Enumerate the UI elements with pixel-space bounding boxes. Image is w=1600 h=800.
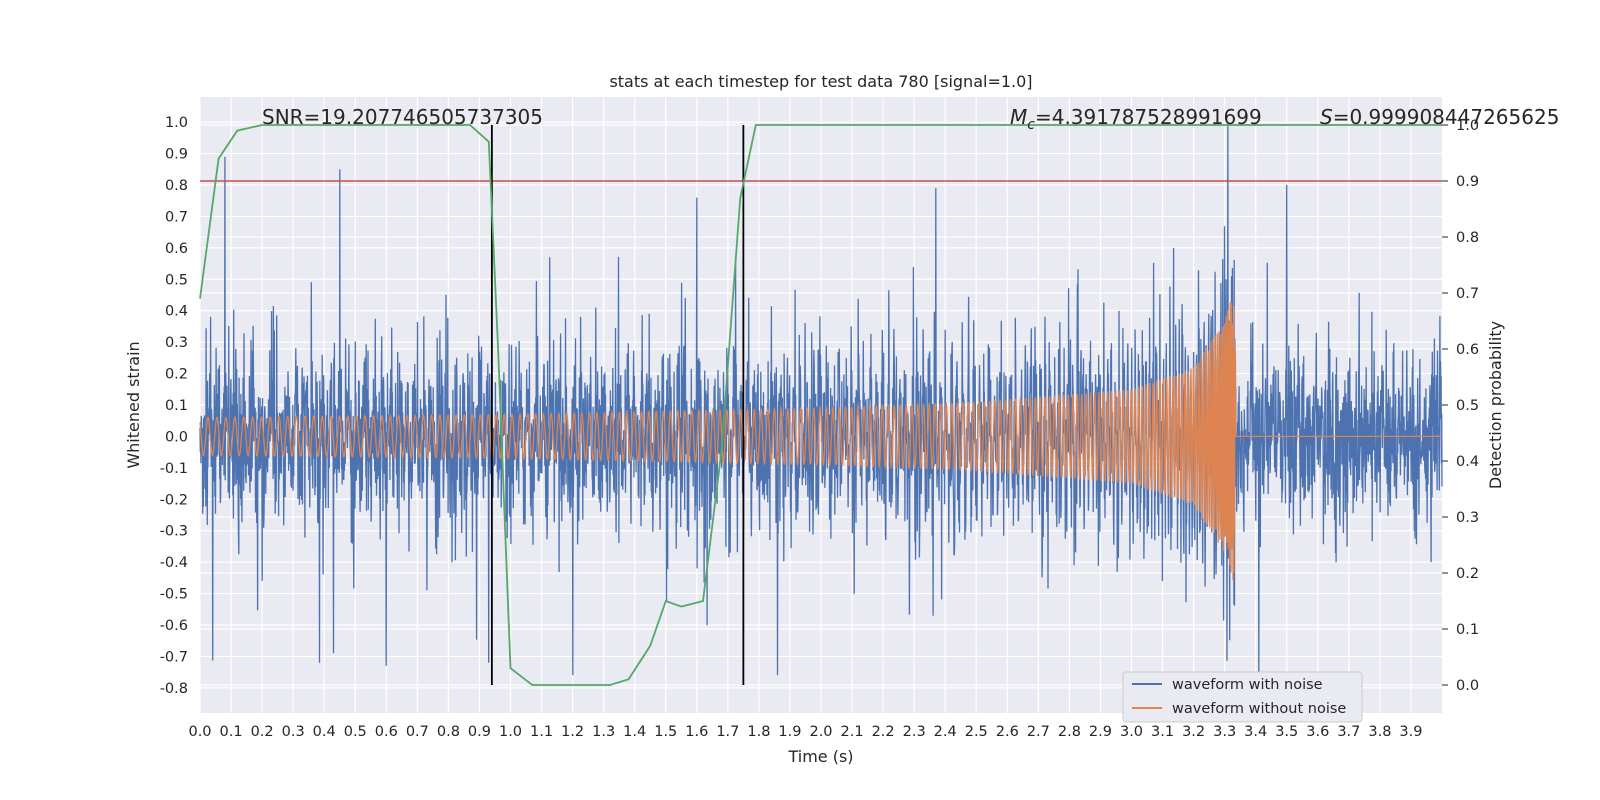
y-tick-label: 0.7 [165,209,188,225]
y2-tick-label: 0.6 [1456,342,1479,358]
x-tick-label: 0.4 [313,724,336,740]
x-tick-label: 1.2 [561,724,584,740]
y2-tick-label: 0.8 [1456,230,1479,246]
x-tick-label: 2.0 [809,724,832,740]
x-tick-label: 0.2 [251,724,274,740]
y-tick-label: -0.5 [160,587,188,603]
x-tick-label: 3.2 [1182,724,1205,740]
x-tick-label: 3.6 [1306,724,1329,740]
y-tick-label: -0.8 [160,681,188,697]
x-tick-label: 2.4 [934,724,957,740]
y-tick-label: -0.2 [160,492,188,508]
chart-title: stats at each timestep for test data 780… [609,72,1032,91]
x-tick-label: 1.6 [685,724,708,740]
overlay-lines [199,124,1442,686]
x-tick-label: 1.0 [499,724,522,740]
y2-tick-label: 0.1 [1456,622,1479,638]
x-tick-label: 3.4 [1244,724,1267,740]
x-tick-label: 2.5 [965,724,988,740]
x-tick-label: 3.7 [1337,724,1360,740]
y-axis-label: Whitened strain [124,341,143,468]
y2-tick-label: 0.2 [1456,566,1479,582]
chirp-mass-subscript: c [1027,117,1035,133]
chirp-mass-symbol: M [1010,105,1027,129]
spin-symbol: S [1320,105,1333,129]
y-tick-label: -0.3 [160,524,188,540]
series-waveform-without-noise [199,302,1442,581]
x-tick-label: 2.1 [841,724,864,740]
x-tick-label: 2.9 [1089,724,1112,740]
y-tick-label: -0.1 [160,461,188,477]
x-tick-label: 2.8 [1058,724,1081,740]
y-tick-label: -0.4 [160,555,188,571]
y2-tick-label: 0.4 [1456,454,1479,470]
snr-annotation: SNR=19.207746505737305 [262,105,543,129]
spin-value: =0.999908447265625 [1333,105,1560,129]
spin-annotation: S=0.999908447265625 [1320,105,1559,129]
y2-tick-label: 1.0 [1456,118,1479,134]
x-tick-label: 0.9 [468,724,491,740]
x-tick-label: 3.5 [1275,724,1298,740]
x-tick-label: 1.8 [747,724,770,740]
x-tick-label: 3.3 [1213,724,1236,740]
x-tick-label: 3.1 [1151,724,1174,740]
y2-tick-label: 0.0 [1456,678,1479,694]
y-tick-label: 0.8 [165,178,188,194]
y-tick-label: 0.9 [165,147,188,163]
x-tick-label: 3.9 [1399,724,1422,740]
x-tick-label: 0.3 [282,724,305,740]
y-tick-label: 0.5 [165,272,188,288]
x-tick-label: 2.3 [903,724,926,740]
x-tick-label: 0.8 [437,724,460,740]
x-tick-label: 0.1 [220,724,243,740]
chirp-mass-value: =4.391787528991699 [1035,105,1262,129]
y-tick-label: -0.6 [160,618,188,634]
y2-axis-label: Detection probability [1486,321,1505,489]
x-tick-label: 0.0 [188,724,211,740]
x-tick-label: 1.4 [623,724,646,740]
x-tick-label: 0.5 [344,724,367,740]
x-tick-label: 1.7 [716,724,739,740]
legend-label-waveform-without-noise: waveform without noise [1172,701,1346,717]
y-tick-label: -0.7 [160,649,188,665]
detection-probability-line [199,124,1442,686]
y-tick-label: 0.1 [165,398,188,414]
y-tick-label: 0.4 [165,304,188,320]
y2-tick-label: 0.5 [1456,398,1479,414]
x-tick-label: 1.5 [654,724,677,740]
ticks: 0.0 0.1 0.2 0.3 0.4 0.5 0.6 0.7 0.8 0.9 1.0 1.1 1.2 1… [160,115,1479,740]
x-tick-label: 3.0 [1120,724,1143,740]
y-tick-label: 0.6 [165,241,188,257]
y2-tick-label: 0.7 [1456,286,1479,302]
y-tick-label: 1.0 [165,115,188,131]
x-tick-label: 1.9 [778,724,801,740]
x-tick-label: 1.3 [592,724,615,740]
clean-waveform-line [199,302,1442,581]
x-axis-label: Time (s) [787,747,853,766]
y2-tick-label: 0.3 [1456,510,1479,526]
legend: waveform with noise waveform without noi… [1122,671,1363,723]
x-tick-label: 0.7 [406,724,429,740]
y-tick-label: 0.2 [165,367,188,383]
y-tick-label: 0.0 [165,429,188,445]
x-tick-label: 2.2 [872,724,895,740]
x-tick-label: 3.8 [1368,724,1391,740]
x-tick-label: 2.7 [1027,724,1050,740]
y-tick-label: 0.3 [165,335,188,351]
legend-label-waveform-with-noise: waveform with noise [1172,677,1323,693]
y2-tick-label: 0.9 [1456,174,1479,190]
x-tick-label: 2.6 [996,724,1019,740]
x-tick-label: 0.6 [375,724,398,740]
x-tick-label: 1.1 [530,724,553,740]
legend-box [1122,671,1363,723]
chirp-mass-annotation: Mc=4.391787528991699 [1010,105,1262,133]
